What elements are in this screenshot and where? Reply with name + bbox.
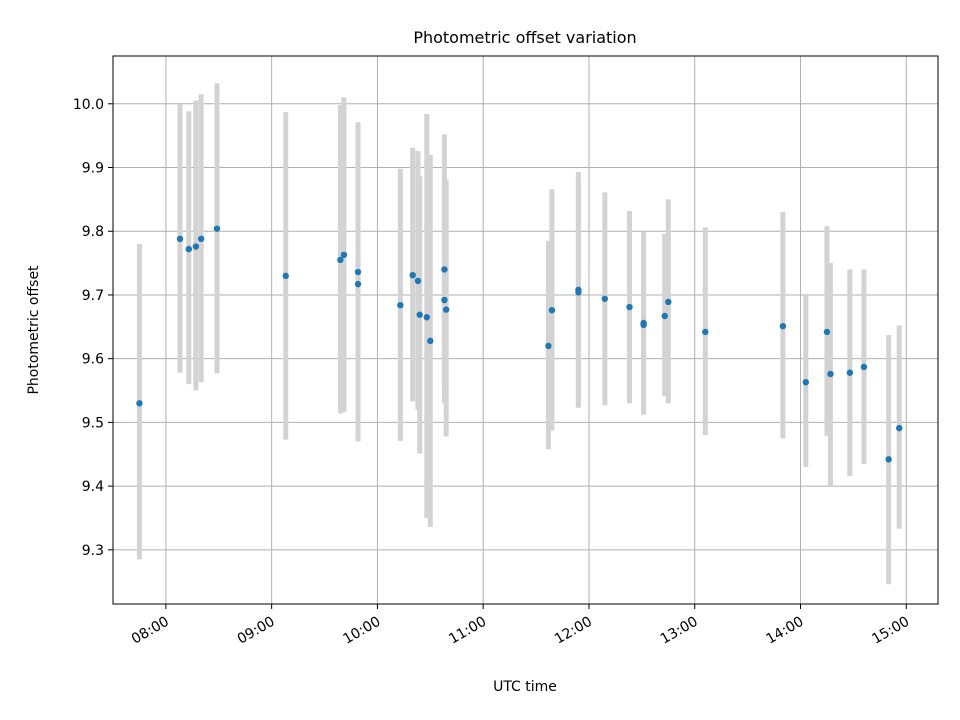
data-point	[885, 456, 892, 463]
grid-lines	[113, 56, 938, 604]
data-point	[427, 337, 434, 345]
data-point	[441, 266, 448, 273]
data-point	[282, 272, 289, 280]
data-point	[409, 272, 416, 279]
chart-title: Photometric offset variation	[413, 28, 636, 47]
data-point	[575, 289, 582, 296]
data-points	[136, 225, 903, 463]
data-point	[414, 277, 422, 285]
data-point	[779, 322, 787, 330]
data-point	[665, 298, 672, 306]
y-axis-ticks: 9.3 9.4 9.5 9.6 9.7 9.8 9.9 10.0	[73, 97, 113, 559]
data-point	[176, 235, 184, 243]
data-point	[192, 243, 200, 250]
data-point	[354, 280, 362, 288]
data-point	[702, 328, 709, 336]
data-point	[827, 370, 834, 378]
plot-frame	[112, 55, 939, 605]
y-tick-label: 9.4	[82, 479, 104, 495]
data-point	[548, 307, 556, 314]
y-tick-label: 9.7	[82, 288, 104, 304]
data-point	[397, 301, 404, 309]
data-point	[846, 369, 854, 376]
data-point	[640, 319, 647, 327]
data-point	[626, 303, 633, 311]
y-tick-label: 10.0	[73, 97, 104, 113]
y-tick-label: 9.9	[82, 161, 104, 177]
data-point	[896, 424, 903, 432]
data-point	[661, 312, 668, 320]
data-point	[213, 225, 221, 232]
data-point	[442, 306, 450, 313]
data-point	[860, 363, 868, 371]
y-tick-label: 9.6	[82, 352, 104, 368]
data-point	[136, 400, 143, 407]
data-point	[601, 295, 609, 302]
data-point	[802, 379, 809, 386]
data-point	[340, 251, 348, 259]
data-point	[416, 311, 423, 318]
data-point	[354, 268, 362, 276]
y-axis-label: Photometric offset	[26, 265, 42, 395]
y-tick-label: 9.3	[82, 543, 104, 559]
data-point	[197, 235, 205, 243]
data-point	[545, 342, 552, 350]
data-point	[337, 256, 344, 264]
y-tick-label: 9.5	[82, 415, 104, 431]
y-tick-label: 9.8	[82, 224, 104, 240]
data-point	[823, 328, 831, 336]
x-axis-label: UTC time	[493, 679, 557, 695]
data-point	[441, 296, 448, 304]
data-point	[423, 314, 430, 321]
data-point	[185, 245, 193, 253]
